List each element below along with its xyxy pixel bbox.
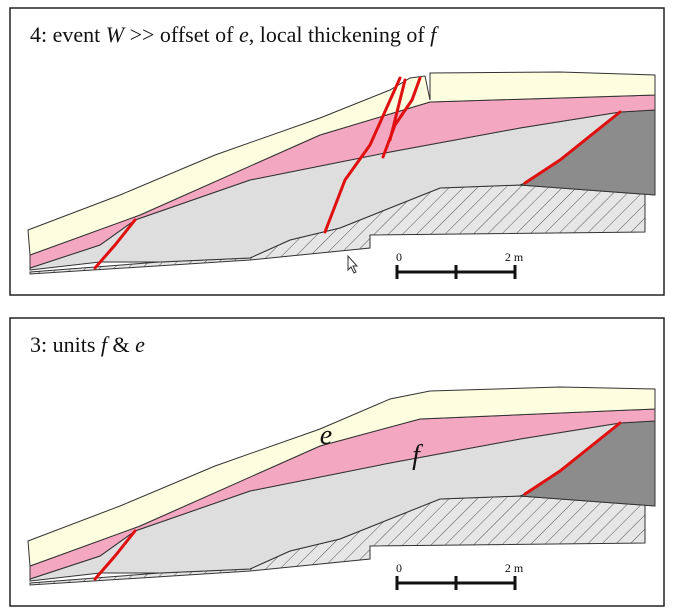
cursor — [347, 254, 359, 274]
unit-label: f — [412, 440, 423, 471]
scale-label: 2 m — [505, 250, 524, 264]
panel-3: 3: units f & e e f 0 2 m — [9, 317, 665, 607]
title-part: e — [135, 332, 145, 357]
title-part: f — [101, 332, 110, 357]
fault — [523, 110, 622, 185]
unit-e — [27, 71, 656, 256]
unit-e — [27, 386, 656, 567]
scale-label: 0 — [396, 561, 402, 575]
unit-label: e — [320, 420, 332, 451]
title-part: W — [106, 22, 126, 47]
fault — [323, 76, 402, 234]
fault — [93, 529, 137, 581]
title-part: 4: event — [30, 22, 106, 47]
title-part: & — [107, 332, 135, 357]
panel-title: 4: event W >> offset of e, local thicken… — [30, 22, 439, 47]
title-part: >> offset of — [124, 22, 239, 47]
title-part: 3: units — [30, 332, 101, 357]
title-part: f — [430, 22, 439, 47]
cross-section — [27, 386, 656, 586]
scale-label: 0 — [396, 250, 402, 264]
fault — [93, 218, 137, 270]
scale-bar — [395, 265, 517, 279]
scale-bar — [395, 576, 517, 590]
title-part: e — [239, 22, 249, 47]
panel-title: 3: units f & e — [30, 332, 145, 357]
fault — [523, 421, 622, 496]
fault — [388, 78, 407, 142]
faults — [93, 76, 622, 270]
title-part: , local thickening of — [249, 22, 430, 47]
scale-label: 2 m — [505, 561, 524, 575]
panel-4: 4: event W >> offset of e, local thicken… — [9, 7, 665, 296]
